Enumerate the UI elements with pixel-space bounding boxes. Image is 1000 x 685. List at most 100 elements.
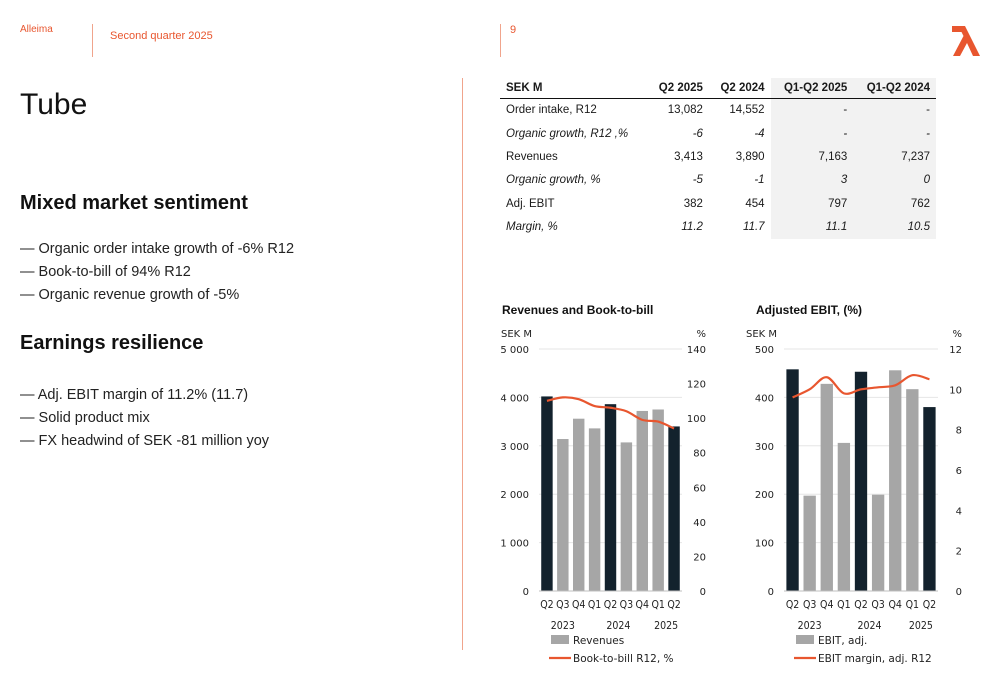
table-header-cell: Q2 2024 [708, 78, 771, 99]
bar [786, 369, 799, 591]
y-right-tick-label: 0 [700, 587, 706, 598]
table-cell: Order intake, R12 [506, 104, 597, 117]
bar [604, 404, 617, 591]
table-cell: 3 [770, 168, 854, 193]
y-right-tick-label: 6 [956, 466, 962, 477]
bar [854, 371, 868, 591]
y-left-tick-label: 200 [755, 490, 774, 501]
bar [620, 442, 633, 591]
bar [803, 495, 816, 591]
series-line [792, 373, 930, 399]
table-cell: 0 [853, 168, 936, 193]
y-left-tick-label: 5 000 [500, 345, 529, 356]
x-tick-label: Q1 [906, 599, 919, 611]
table-cell: 3,890 [735, 150, 765, 163]
table-cell: 797 [770, 192, 854, 216]
bar [923, 407, 936, 591]
alleima-logo-icon [952, 26, 980, 56]
brand-name: Alleima [20, 24, 53, 35]
legend-swatch-bar [551, 635, 569, 644]
x-tick-label: Q4 [636, 599, 649, 611]
x-year-label: 2023 [798, 620, 822, 632]
y-right-unit-label: % [952, 329, 962, 340]
table-cell: Organic growth, % [506, 174, 601, 187]
table-header-cell: Q2 2025 [647, 78, 709, 99]
x-year-label: 2025 [654, 620, 678, 632]
table-cell: -1 [754, 174, 765, 187]
column-divider [462, 78, 463, 650]
y-right-tick-label: 4 [956, 506, 962, 517]
x-tick-label: Q1 [651, 599, 664, 611]
table-cell: - [853, 121, 936, 146]
header-divider-left [92, 24, 93, 57]
legend-label: Book-to-bill R12, % [573, 653, 674, 665]
x-tick-label: Q3 [871, 599, 884, 611]
kpi-table: SEK M Q2 2025 Q2 2024 Q1-Q2 2025 Q1-Q2 2… [500, 78, 936, 239]
x-year-label: 2023 [551, 620, 575, 632]
table-row: Margin, % 11.2 11.7 11.1 10.5 [500, 215, 936, 239]
table-cell: 454 [745, 197, 765, 210]
x-tick-label: Q2 [604, 599, 617, 611]
table-header-cell: Q1-Q2 2025 [770, 78, 854, 99]
y-right-tick-label: 120 [687, 380, 706, 391]
table-cell: 382 [683, 197, 703, 210]
table-header-row: SEK M Q2 2025 Q2 2024 Q1-Q2 2025 Q1-Q2 2… [500, 78, 936, 99]
y-right-tick-label: 2 [956, 547, 962, 558]
x-tick-label: Q2 [854, 599, 867, 611]
x-year-label: 2024 [606, 620, 630, 632]
y-left-unit-label: SEK M [501, 329, 532, 340]
table-row: Order intake, R12 13,082 14,552- - [500, 98, 936, 122]
y-right-tick-label: 8 [956, 426, 962, 437]
page-title: Tube [20, 88, 88, 121]
table-row: Adj. EBIT 382 454 797 762 [500, 192, 936, 216]
y-right-tick-label: 80 [693, 449, 706, 460]
bar [557, 439, 569, 591]
chart-title-ebit: Adjusted EBIT, (%) [756, 303, 863, 317]
table-cell: Margin, % [506, 221, 558, 234]
earnings-bullets: Adj. EBIT margin of 11.2% (11.7) Solid p… [20, 384, 269, 453]
table-cell: Adj. EBIT [506, 197, 555, 210]
table-cell: 11.2 [681, 221, 703, 234]
series-line [546, 396, 675, 430]
bar [588, 428, 601, 591]
bar [906, 389, 919, 591]
x-tick-label: Q2 [786, 599, 799, 611]
table-cell: 7,237 [853, 145, 936, 169]
bar [889, 370, 902, 591]
y-right-tick-label: 20 [693, 552, 706, 563]
y-right-tick-label: 60 [693, 483, 706, 494]
bar [668, 426, 680, 591]
y-right-tick-label: 10 [949, 385, 962, 396]
y-left-tick-label: 4 000 [500, 393, 529, 404]
x-year-label: 2024 [858, 620, 882, 632]
x-tick-label: Q3 [620, 599, 633, 611]
y-right-tick-label: 100 [687, 414, 706, 425]
x-tick-label: Q2 [540, 599, 553, 611]
y-left-tick-label: 3 000 [500, 442, 529, 453]
y-right-unit-label: % [696, 329, 706, 340]
legend-label: Revenues [573, 635, 624, 647]
bullet-item: FX headwind of SEK -81 million yoy [20, 430, 270, 453]
y-left-tick-label: 0 [523, 587, 529, 598]
bullet-item: Solid product mix [20, 407, 269, 430]
x-tick-label: Q4 [888, 599, 901, 611]
bar [573, 418, 585, 591]
bar [837, 442, 851, 591]
bar [820, 383, 833, 591]
header-divider-right [500, 24, 501, 57]
table-cell: - [770, 121, 854, 146]
bullet-item: Organic order intake growth of -6% R12 [20, 238, 295, 261]
bullet-item: Organic revenue growth of -5% [20, 284, 294, 307]
bar [636, 410, 648, 591]
report-period: Second quarter 2025 [110, 30, 213, 42]
y-left-unit-label: SEK M [746, 329, 777, 340]
y-right-tick-label: 40 [693, 518, 706, 529]
table-cell: 7,163 [770, 145, 854, 169]
y-right-tick-label: 140 [687, 345, 706, 356]
bullet-item: Adj. EBIT margin of 11.2% (11.7) [20, 384, 269, 407]
chart-title-revenues: Revenues and Book-to-bill [502, 303, 654, 317]
x-tick-label: Q2 [667, 599, 680, 611]
y-left-tick-label: 400 [755, 393, 774, 404]
section-heading-market: Mixed market sentiment [20, 192, 248, 214]
y-left-tick-label: 0 [768, 587, 774, 598]
